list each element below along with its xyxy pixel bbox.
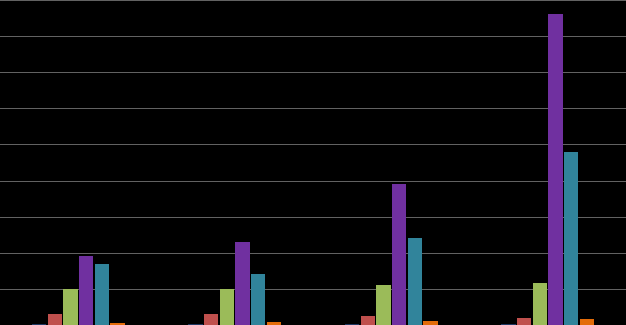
Bar [267, 322, 281, 325]
Bar [408, 238, 422, 325]
Bar [580, 319, 594, 325]
Bar [251, 274, 265, 325]
Bar [564, 152, 578, 325]
Bar [501, 324, 516, 325]
Bar [235, 242, 250, 325]
Bar [517, 318, 531, 325]
Bar [376, 285, 391, 325]
Bar [63, 289, 78, 325]
Bar [533, 283, 547, 325]
Bar [110, 323, 125, 325]
Bar [423, 321, 438, 325]
Bar [204, 314, 218, 325]
Bar [48, 314, 62, 325]
Bar [361, 316, 375, 325]
Bar [345, 324, 359, 325]
Bar [548, 14, 563, 325]
Bar [220, 289, 234, 325]
Bar [79, 256, 93, 325]
Bar [32, 324, 46, 325]
Bar [392, 184, 406, 325]
Bar [95, 264, 109, 325]
Bar [188, 324, 203, 325]
